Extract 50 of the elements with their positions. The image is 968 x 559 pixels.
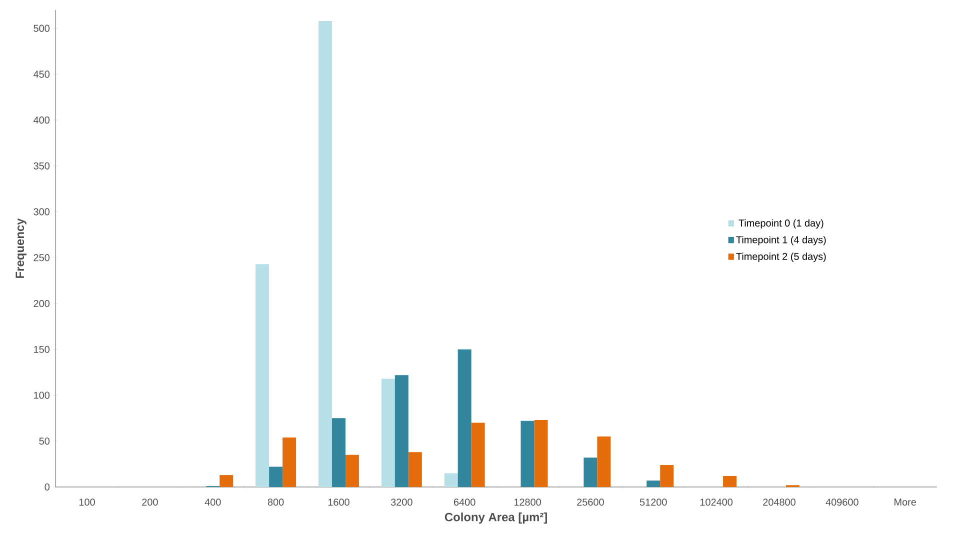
x-tick-label: 800	[268, 498, 284, 506]
bar	[269, 466, 283, 487]
x-tick-label: 12800	[514, 498, 541, 506]
x-axis-title: Colony Area [µm²]	[444, 512, 547, 524]
y-tick-label: 100	[34, 392, 50, 399]
bar	[723, 476, 737, 487]
x-tick-label: 200	[142, 498, 158, 506]
x-tick-label: 3200	[390, 498, 412, 506]
bar	[584, 458, 598, 487]
y-tick-label: 200	[34, 300, 50, 308]
x-tick-label: 1600	[328, 498, 350, 506]
y-tick-label: 0	[44, 483, 50, 491]
x-tick-label: 25600	[577, 498, 604, 506]
bar	[444, 473, 458, 487]
bar	[345, 454, 359, 487]
bar	[394, 375, 408, 487]
bar	[332, 418, 346, 487]
y-tick-label: 350	[34, 162, 50, 170]
bar	[534, 420, 548, 487]
y-tick-label: 400	[34, 116, 50, 124]
x-tick-label: 6400	[454, 498, 476, 506]
y-tick-label: 500	[34, 24, 50, 32]
x-tick-label: 51200	[640, 498, 667, 506]
y-tick-label: 50	[39, 438, 50, 445]
bar	[220, 475, 234, 487]
bar	[256, 264, 270, 487]
x-tick-label: 400	[204, 498, 221, 506]
bar	[408, 452, 422, 487]
bar	[318, 20, 332, 487]
y-tick-label: 250	[34, 254, 50, 262]
y-tick-label: 150	[34, 346, 50, 353]
bar	[520, 420, 534, 487]
legend-label: Timepoint 2 (5 days)	[736, 252, 826, 262]
x-tick-label: 204800	[763, 498, 796, 506]
x-tick-label: 102400	[700, 498, 733, 506]
legend-label: Timepoint 1 (4 days)	[736, 236, 826, 246]
bar	[458, 349, 472, 487]
x-tick-label: 100	[79, 498, 95, 506]
bar	[646, 480, 660, 487]
y-tick-label: 450	[34, 70, 50, 78]
y-tick-label: 300	[34, 208, 50, 216]
bar	[660, 464, 674, 487]
bar	[381, 378, 395, 487]
y-axis-title: Frequency	[16, 218, 26, 278]
bar	[282, 437, 296, 487]
x-tick-label: 409600	[826, 498, 858, 506]
bar	[471, 422, 485, 487]
legend-label: Timepoint 0 (1 day)	[738, 219, 824, 229]
bar	[597, 436, 611, 487]
x-tick-label: More	[894, 498, 916, 506]
